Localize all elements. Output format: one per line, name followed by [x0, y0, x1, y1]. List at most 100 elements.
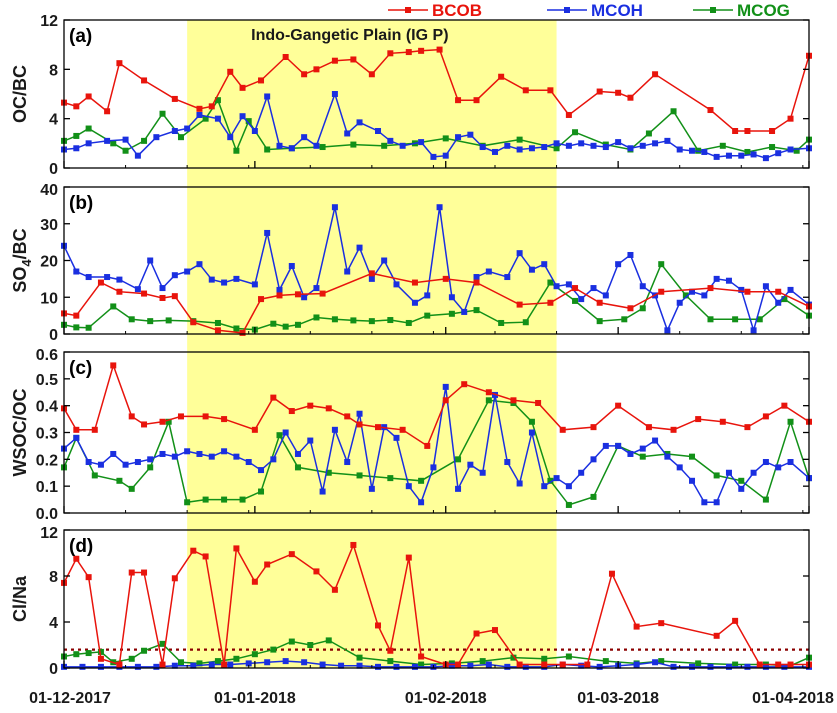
data-point-mcoh	[331, 204, 338, 211]
data-point-bcob	[596, 299, 603, 306]
data-point-mcoh	[171, 662, 178, 669]
data-point-bcob	[313, 66, 320, 73]
legend-item-mcog: MCOG	[693, 1, 790, 20]
data-point-mcoh	[270, 456, 277, 463]
data-point-mcoh	[689, 147, 696, 154]
data-point-bcob	[424, 442, 431, 449]
data-point-mcog	[658, 261, 665, 268]
data-point-bcob	[190, 547, 197, 554]
data-point-mcoh	[184, 448, 191, 455]
data-point-mcog	[258, 488, 265, 495]
y-tick-label: 0.2	[36, 452, 58, 469]
data-point-mcoh	[615, 442, 622, 449]
data-point-mcog	[553, 145, 560, 152]
data-point-bcob	[177, 413, 184, 420]
data-point-mcog	[498, 319, 505, 326]
data-point-mcoh	[356, 119, 363, 126]
data-point-mcoh	[467, 662, 474, 669]
data-point-mcoh	[159, 450, 166, 457]
data-point-bcob	[473, 630, 480, 637]
data-point-mcog	[313, 314, 320, 321]
data-point-mcoh	[356, 662, 363, 669]
data-point-mcog	[572, 297, 579, 304]
data-point-mcog	[141, 137, 148, 144]
data-point-mcog	[319, 144, 326, 151]
data-point-bcob	[331, 57, 338, 64]
data-point-mcog	[239, 496, 246, 503]
data-point-bcob	[202, 413, 209, 420]
data-point-bcob	[270, 394, 277, 401]
data-point-mcoh	[331, 91, 338, 97]
data-point-mcog	[202, 496, 209, 503]
data-point-mcog	[658, 658, 665, 665]
panel-frame	[63, 19, 810, 169]
data-point-bcob	[73, 103, 80, 110]
data-point-bcob	[633, 623, 640, 630]
data-point-mcoh	[196, 111, 203, 118]
y-tick-label: 12	[40, 525, 58, 542]
data-point-mcoh	[264, 229, 271, 236]
data-point-mcog	[541, 655, 548, 662]
data-point-bcob	[319, 290, 326, 297]
data-point-mcoh	[134, 459, 141, 466]
data-point-bcob	[418, 47, 425, 54]
data-point-bcob	[769, 128, 776, 134]
data-point-mcog	[639, 453, 646, 460]
data-point-mcoh	[208, 453, 215, 460]
data-point-mcoh	[418, 499, 425, 506]
data-point-bcob	[744, 128, 751, 134]
data-point-mcog	[572, 129, 579, 136]
data-point-bcob	[159, 294, 166, 301]
data-point-mcog	[442, 135, 449, 142]
y-tick-label: 0.1	[36, 479, 58, 496]
data-point-bcob	[294, 291, 301, 298]
data-point-bcob	[350, 541, 357, 548]
y-tick-label: 0.0	[36, 506, 58, 523]
data-point-mcog	[781, 296, 788, 303]
data-point-mcoh	[448, 294, 455, 301]
data-point-bcob	[375, 622, 382, 629]
data-point-mcog	[565, 653, 572, 660]
data-point-mcoh	[331, 426, 338, 433]
data-point-mcoh	[411, 299, 418, 306]
data-point-bcob	[368, 71, 375, 78]
data-point-mcoh	[313, 142, 320, 149]
data-point-mcoh	[424, 292, 431, 299]
panel-label: (b)	[69, 193, 93, 214]
data-point-bcob	[627, 94, 634, 101]
data-point-bcob	[541, 661, 548, 668]
data-point-mcoh	[725, 663, 732, 670]
y-tick-label: 30	[40, 217, 58, 234]
data-point-mcoh	[134, 286, 141, 293]
data-point-mcog	[695, 660, 702, 667]
data-point-bcob	[141, 421, 148, 428]
legend-label: MCOH	[591, 1, 643, 20]
data-point-mcoh	[171, 453, 178, 460]
data-point-mcoh	[375, 663, 382, 670]
data-point-bcob	[510, 397, 517, 404]
data-point-mcoh	[97, 461, 104, 468]
data-point-bcob	[787, 661, 794, 668]
data-point-bcob	[202, 553, 209, 560]
data-point-mcog	[547, 477, 554, 484]
data-point-bcob	[608, 570, 615, 577]
data-point-mcog	[233, 325, 240, 332]
data-point-mcog	[405, 319, 412, 326]
data-point-mcoh	[565, 281, 572, 288]
x-tick-label: 01-03-2018	[577, 690, 659, 707]
data-point-mcoh	[762, 155, 769, 162]
data-point-mcog	[368, 318, 375, 325]
data-point-mcoh	[85, 274, 92, 281]
data-point-mcoh	[479, 469, 486, 476]
data-point-mcog	[793, 147, 800, 154]
data-point-mcoh	[264, 93, 271, 100]
data-point-mcog	[528, 418, 535, 425]
data-point-bcob	[116, 288, 123, 295]
data-point-mcoh	[375, 128, 382, 134]
data-point-mcog	[73, 651, 80, 658]
data-point-mcog	[184, 499, 191, 506]
data-point-mcoh	[116, 276, 123, 283]
data-point-bcob	[239, 329, 246, 336]
data-point-mcog	[707, 316, 714, 323]
data-point-mcog	[165, 317, 172, 324]
